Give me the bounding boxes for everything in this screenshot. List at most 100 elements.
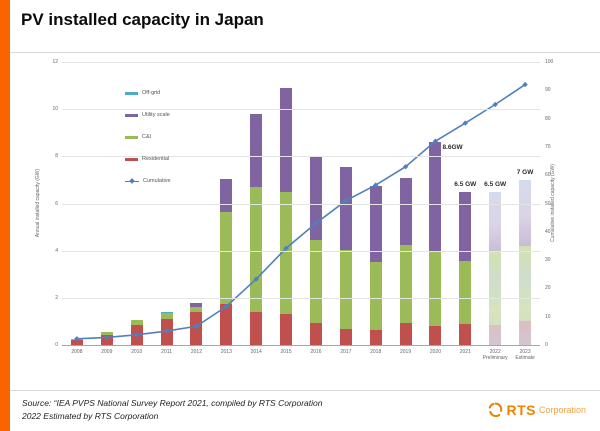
x-axis-label: 2018 (370, 349, 382, 355)
year-slot: 2023 Estimate (510, 62, 540, 361)
bar-annotation: 8.6GW (442, 144, 463, 152)
legend-item-c-i: C&I (125, 133, 171, 141)
bar-segment-off-grid (160, 311, 173, 314)
bar-segment-c-i (100, 332, 113, 336)
gridline (62, 203, 540, 205)
right-axis-tick: 90 (545, 87, 551, 94)
bar-segment-utility-scale (369, 185, 382, 263)
stacked-bar-2015 (280, 87, 293, 345)
chart-legend: Off-grid Utility scale C&I Residential Cumul… (125, 89, 171, 185)
right-axis-tick: 20 (545, 285, 551, 292)
right-axis-tick: 10 (545, 313, 551, 320)
right-axis-tick: 60 (545, 172, 551, 179)
x-axis-label: 2009 (101, 349, 113, 355)
logo-suffix: Corporation (538, 404, 586, 415)
cumulative-marker (134, 332, 140, 338)
bar-segment-utility-scale (250, 113, 263, 187)
cumulative-line-chart (74, 81, 528, 342)
bar-segment-c-i (369, 262, 382, 330)
logo-name: RTS (506, 401, 536, 418)
year-slot: 2015 (271, 62, 301, 355)
bar-annotation: 7 GW (516, 168, 534, 176)
right-axis-tick: 50 (545, 200, 551, 207)
bar-segment-residential (220, 303, 233, 345)
x-axis-label: 2022 Preliminary (482, 349, 508, 361)
left-axis-tick: 8 (55, 153, 58, 160)
left-axis-tick: 4 (55, 247, 58, 254)
right-axis-tick: 0 (545, 342, 548, 348)
rts-logo: RTS Corporation (488, 402, 586, 417)
stacked-bar-2020 (429, 142, 442, 345)
right-axis-tick: 40 (545, 228, 551, 235)
footer-divider (10, 390, 600, 391)
stacked-bar-2021 (459, 191, 472, 345)
bar-segment-residential (250, 311, 263, 345)
bar-segment-c-i (130, 320, 143, 325)
estimate-fade-overlay (519, 179, 532, 345)
legend-line-swatch (125, 178, 139, 184)
year-slot: 2020 (421, 62, 451, 355)
x-axis-label: 2017 (340, 349, 352, 355)
cumulative-marker (74, 336, 80, 342)
legend-item-cumulative: Cumulative (125, 177, 171, 185)
source-note: Source: “IEA PVPS National Survey Report… (22, 397, 322, 423)
bar-segment-utility-scale (429, 142, 442, 252)
legend-swatch (125, 135, 138, 139)
x-axis-label: 2014 (250, 349, 262, 355)
legend-item-utility-scale: Utility scale (125, 111, 171, 119)
left-axis-tick: 0 (55, 342, 58, 348)
left-axis-tick: 6 (55, 200, 58, 207)
year-slot: 2018 (361, 62, 391, 355)
page-title: PV installed capacity in Japan (21, 10, 264, 29)
right-axis-tick: 30 (545, 257, 551, 264)
year-slot: 2014 (241, 62, 271, 355)
year-slot: 2019 (391, 62, 421, 355)
source-line-1: Source: “IEA PVPS National Survey Report… (22, 398, 323, 408)
cumulative-marker (522, 81, 528, 88)
right-axis-tick: 80 (545, 115, 551, 122)
left-axis-tick: 2 (55, 294, 58, 301)
bar-segment-residential (339, 328, 352, 345)
x-axis-label: 2020 (429, 349, 441, 355)
bar-segment-c-i (220, 211, 233, 304)
stacked-bar-2023 (519, 179, 532, 345)
stacked-bar-2019 (399, 177, 412, 345)
chart-plot-area: 2008 2009 2010 2011 2012 2013 2014 2015 2016 2017… (62, 62, 540, 361)
right-axis-tick: 70 (545, 143, 551, 150)
x-axis-label: 2010 (131, 349, 143, 355)
legend-swatch (125, 91, 138, 95)
bar-segment-off-grid (130, 319, 143, 321)
accent-strip (0, 0, 10, 431)
stacked-bar-2017 (339, 166, 352, 345)
legend-label: Off-grid (142, 90, 161, 96)
gridline (62, 297, 540, 299)
gridline (62, 62, 540, 63)
year-slot: 2021 (450, 62, 480, 355)
bar-annotation: 6.5 GW (454, 180, 477, 188)
bar-segment-residential (429, 326, 442, 345)
cumulative-marker (373, 182, 379, 188)
legend-swatch (125, 113, 138, 117)
bar-segment-residential (459, 323, 472, 345)
estimate-fade-overlay (489, 191, 502, 345)
x-axis-label: 2008 (71, 349, 83, 355)
bar-segment-c-i (250, 187, 263, 312)
gridline (62, 156, 540, 158)
bar-segment-utility-scale (190, 302, 203, 308)
bar-segment-c-i (280, 191, 293, 315)
bar-segment-utility-scale (339, 166, 352, 250)
bar-segment-c-i (309, 240, 322, 323)
bar-segment-c-i (429, 251, 442, 327)
bar-segment-c-i (399, 244, 412, 323)
legend-label: Utility scale (142, 112, 170, 118)
stacked-bar-2018 (369, 185, 382, 345)
x-axis-label: 2016 (310, 349, 322, 355)
x-axis-label: 2023 Estimate (515, 349, 535, 361)
bar-segment-residential (309, 322, 322, 345)
x-axis-label: 2012 (190, 349, 202, 355)
year-slot: 2016 (301, 62, 331, 355)
stacked-bar-2014 (250, 113, 263, 345)
rts-swirl-icon (489, 402, 503, 417)
bar-segment-utility-scale (280, 87, 293, 192)
